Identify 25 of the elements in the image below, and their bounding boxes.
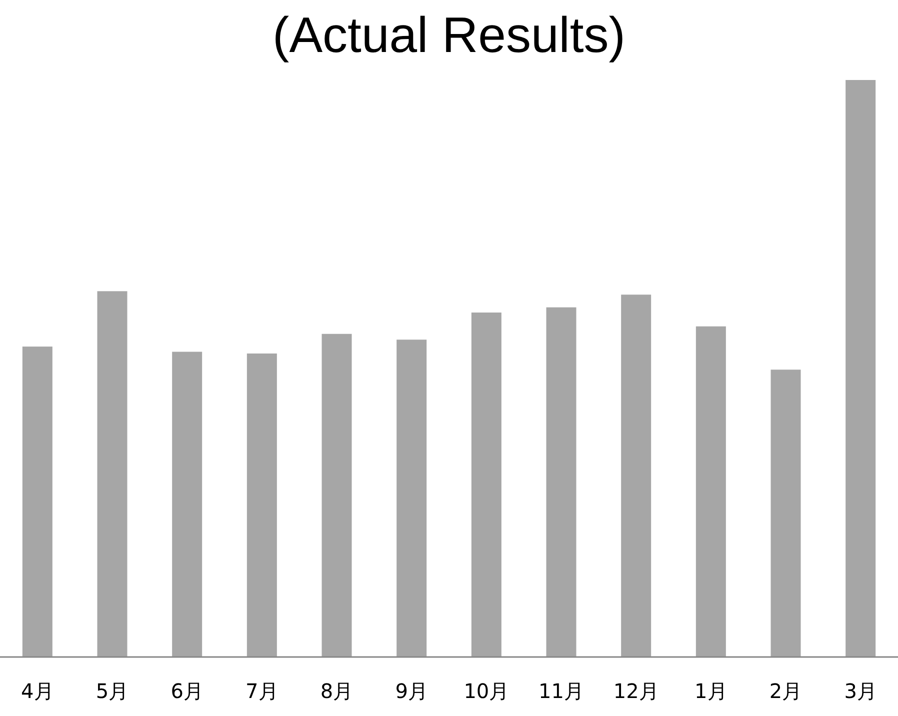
x-tick-label: 3月 — [844, 679, 877, 703]
bar — [696, 326, 726, 657]
bar — [546, 307, 576, 657]
x-tick-label: 5月 — [96, 679, 129, 703]
bar — [172, 352, 202, 657]
chart-title: (Actual Results) — [272, 7, 626, 63]
x-tick-label: 10月 — [464, 679, 510, 703]
x-tick-label: 11月 — [538, 679, 584, 703]
bar — [396, 340, 427, 657]
bar — [246, 354, 277, 657]
bar — [471, 312, 502, 657]
bar — [621, 294, 652, 657]
x-tick-label: 7月 — [246, 679, 278, 703]
bar — [322, 334, 352, 657]
bar — [770, 370, 801, 657]
bar — [97, 291, 128, 657]
x-tick-label: 4月 — [21, 679, 54, 703]
x-tick-label: 9月 — [395, 679, 428, 703]
bar — [846, 80, 876, 657]
x-tick-label: 2月 — [769, 679, 802, 703]
x-tick-label: 1月 — [694, 679, 728, 703]
x-tick-label: 8月 — [320, 679, 354, 703]
x-tick-label: 12月 — [613, 679, 659, 703]
bar — [22, 346, 52, 657]
x-tick-label: 6月 — [170, 679, 204, 703]
